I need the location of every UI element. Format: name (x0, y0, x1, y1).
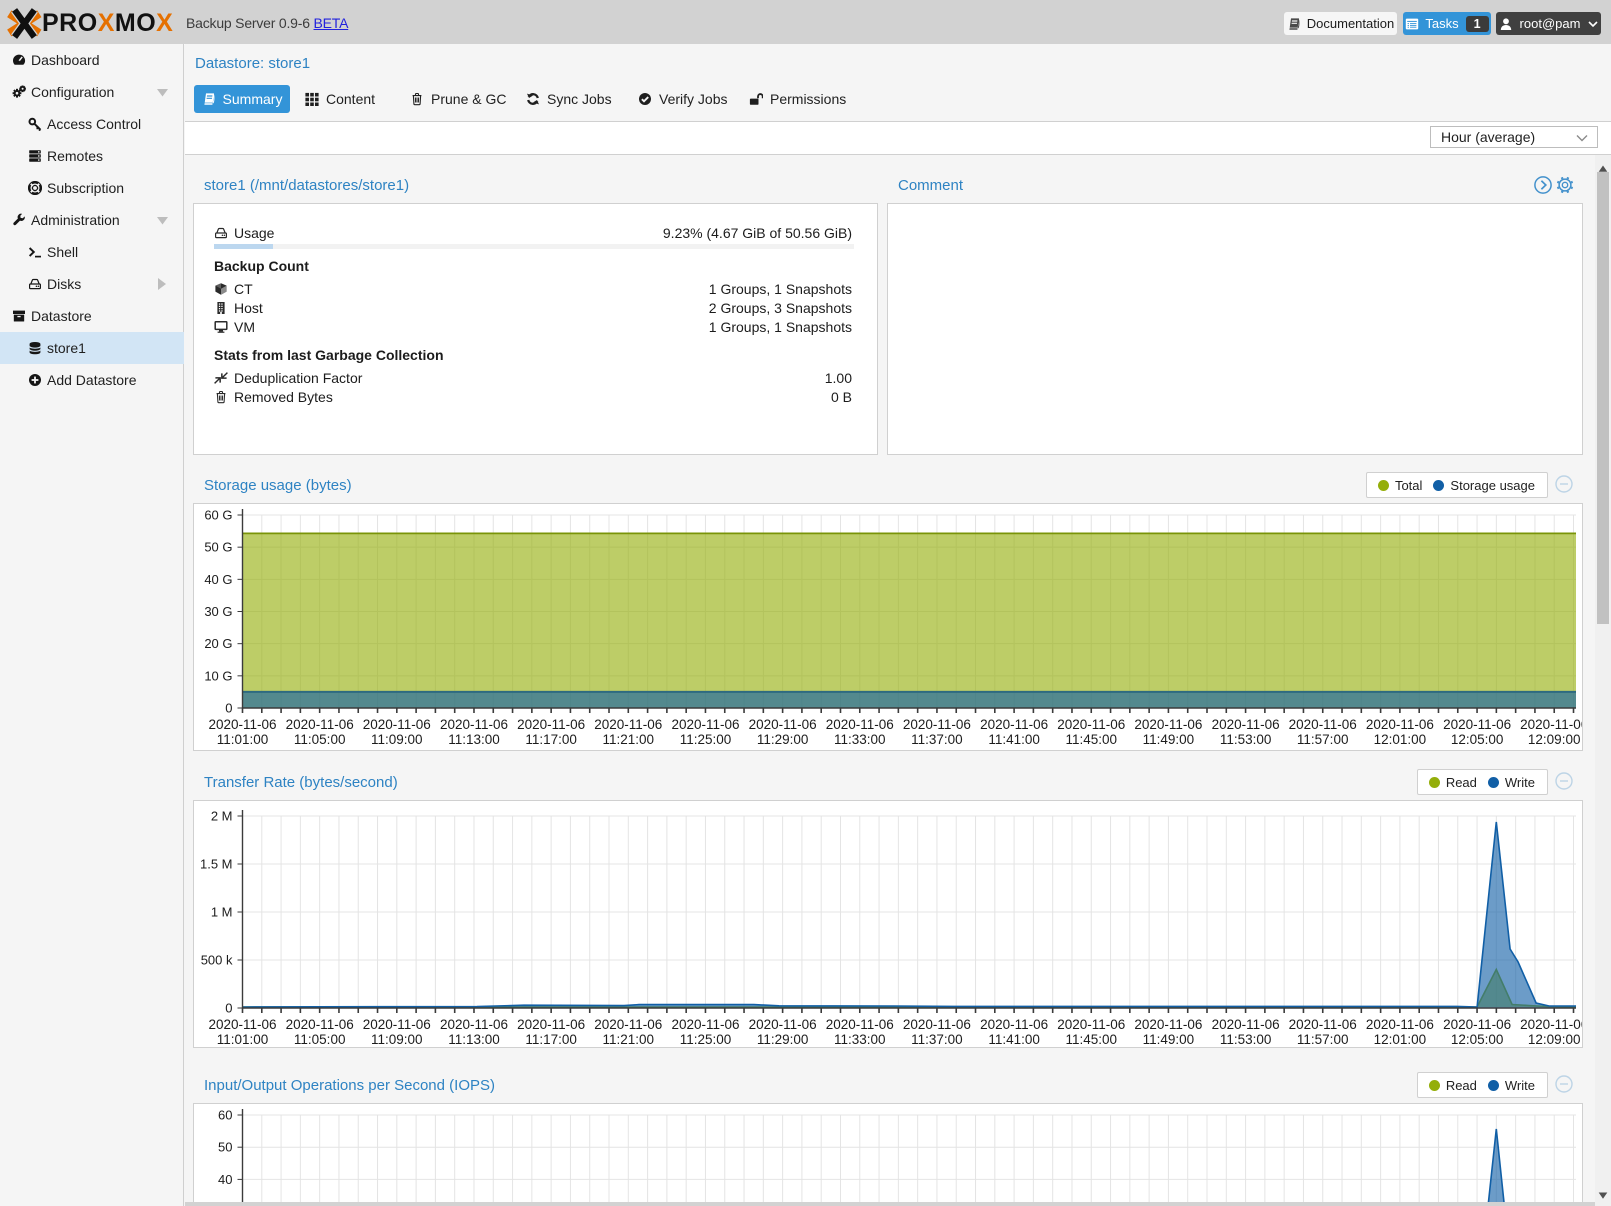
svg-text:12:09:00: 12:09:00 (1528, 732, 1581, 747)
svg-text:2020-11-06: 2020-11-06 (1443, 717, 1511, 732)
svg-text:2020-11-06: 2020-11-06 (1057, 1017, 1125, 1032)
svg-text:2020-11-06: 2020-11-06 (286, 1017, 354, 1032)
svg-text:2020-11-06: 2020-11-06 (671, 1017, 739, 1032)
svg-text:11:33:00: 11:33:00 (834, 732, 886, 747)
svg-text:2020-11-06: 2020-11-06 (517, 1017, 585, 1032)
svg-text:11:45:00: 11:45:00 (1066, 732, 1118, 747)
svg-text:11:57:00: 11:57:00 (1297, 1032, 1349, 1047)
svg-text:2020-11-06: 2020-11-06 (980, 1017, 1048, 1032)
svg-text:2020-11-06: 2020-11-06 (208, 717, 276, 732)
svg-text:2 M: 2 M (211, 809, 233, 824)
svg-text:2020-11-06: 2020-11-06 (826, 1017, 894, 1032)
svg-text:0: 0 (225, 701, 232, 716)
svg-text:2020-11-06: 2020-11-06 (363, 717, 431, 732)
svg-text:11:17:00: 11:17:00 (525, 1032, 577, 1047)
svg-text:11:21:00: 11:21:00 (603, 732, 655, 747)
svg-text:11:01:00: 11:01:00 (217, 1032, 269, 1047)
svg-text:11:37:00: 11:37:00 (911, 1032, 963, 1047)
svg-text:11:49:00: 11:49:00 (1143, 732, 1195, 747)
svg-text:11:25:00: 11:25:00 (680, 1032, 732, 1047)
svg-text:2020-11-06: 2020-11-06 (208, 1017, 276, 1032)
svg-text:11:01:00: 11:01:00 (217, 732, 269, 747)
svg-text:11:29:00: 11:29:00 (757, 732, 809, 747)
svg-text:2020-11-06: 2020-11-06 (903, 717, 971, 732)
svg-text:2020-11-06: 2020-11-06 (1520, 717, 1582, 732)
svg-text:2020-11-06: 2020-11-06 (440, 717, 508, 732)
svg-text:11:05:00: 11:05:00 (294, 1032, 346, 1047)
svg-text:20 G: 20 G (204, 636, 232, 651)
svg-text:11:45:00: 11:45:00 (1066, 1032, 1118, 1047)
svg-text:11:37:00: 11:37:00 (911, 732, 963, 747)
svg-text:30 G: 30 G (204, 604, 232, 619)
svg-text:12:01:00: 12:01:00 (1374, 732, 1427, 747)
svg-text:10 G: 10 G (204, 668, 232, 683)
svg-text:50 G: 50 G (204, 540, 232, 555)
svg-text:11:25:00: 11:25:00 (680, 732, 732, 747)
svg-text:2020-11-06: 2020-11-06 (749, 1017, 817, 1032)
svg-text:12:05:00: 12:05:00 (1451, 732, 1504, 747)
svg-text:11:13:00: 11:13:00 (448, 1032, 500, 1047)
svg-text:2020-11-06: 2020-11-06 (1212, 1017, 1280, 1032)
svg-text:2020-11-06: 2020-11-06 (363, 1017, 431, 1032)
svg-text:12:05:00: 12:05:00 (1451, 1032, 1504, 1047)
svg-text:2020-11-06: 2020-11-06 (594, 1017, 662, 1032)
svg-text:60: 60 (218, 1108, 232, 1123)
svg-text:2020-11-06: 2020-11-06 (1289, 717, 1357, 732)
svg-text:1.5 M: 1.5 M (200, 857, 233, 872)
svg-text:2020-11-06: 2020-11-06 (1366, 1017, 1434, 1032)
svg-text:11:49:00: 11:49:00 (1143, 1032, 1195, 1047)
svg-text:500 k: 500 k (201, 953, 233, 968)
svg-text:40 G: 40 G (204, 572, 232, 587)
svg-text:2020-11-06: 2020-11-06 (1366, 717, 1434, 732)
svg-text:2020-11-06: 2020-11-06 (749, 717, 817, 732)
svg-text:2020-11-06: 2020-11-06 (1289, 1017, 1357, 1032)
svg-text:11:29:00: 11:29:00 (757, 1032, 809, 1047)
svg-text:2020-11-06: 2020-11-06 (1057, 717, 1125, 732)
svg-text:11:17:00: 11:17:00 (525, 732, 577, 747)
svg-text:11:09:00: 11:09:00 (371, 732, 423, 747)
svg-text:11:21:00: 11:21:00 (603, 1032, 655, 1047)
svg-text:12:01:00: 12:01:00 (1374, 1032, 1427, 1047)
svg-text:11:53:00: 11:53:00 (1220, 732, 1272, 747)
svg-text:60 G: 60 G (204, 508, 232, 523)
svg-text:2020-11-06: 2020-11-06 (1443, 1017, 1511, 1032)
svg-text:0: 0 (225, 1001, 232, 1016)
svg-text:2020-11-06: 2020-11-06 (826, 717, 894, 732)
svg-text:12:09:00: 12:09:00 (1528, 1032, 1581, 1047)
svg-text:11:13:00: 11:13:00 (448, 732, 500, 747)
svg-text:11:33:00: 11:33:00 (834, 1032, 886, 1047)
svg-text:2020-11-06: 2020-11-06 (1520, 1017, 1582, 1032)
svg-text:11:41:00: 11:41:00 (988, 732, 1040, 747)
svg-text:2020-11-06: 2020-11-06 (1212, 717, 1280, 732)
svg-text:11:41:00: 11:41:00 (988, 1032, 1040, 1047)
svg-text:2020-11-06: 2020-11-06 (671, 717, 739, 732)
svg-text:11:57:00: 11:57:00 (1297, 732, 1349, 747)
svg-text:40: 40 (218, 1172, 232, 1187)
svg-text:2020-11-06: 2020-11-06 (1134, 717, 1202, 732)
svg-text:11:53:00: 11:53:00 (1220, 1032, 1272, 1047)
svg-text:11:05:00: 11:05:00 (294, 732, 346, 747)
svg-text:2020-11-06: 2020-11-06 (286, 717, 354, 732)
svg-text:2020-11-06: 2020-11-06 (980, 717, 1048, 732)
svg-text:2020-11-06: 2020-11-06 (1134, 1017, 1202, 1032)
svg-text:2020-11-06: 2020-11-06 (594, 717, 662, 732)
svg-text:1 M: 1 M (211, 905, 233, 920)
svg-text:2020-11-06: 2020-11-06 (903, 1017, 971, 1032)
svg-text:11:09:00: 11:09:00 (371, 1032, 423, 1047)
svg-text:50: 50 (218, 1140, 232, 1155)
svg-text:2020-11-06: 2020-11-06 (517, 717, 585, 732)
svg-text:2020-11-06: 2020-11-06 (440, 1017, 508, 1032)
